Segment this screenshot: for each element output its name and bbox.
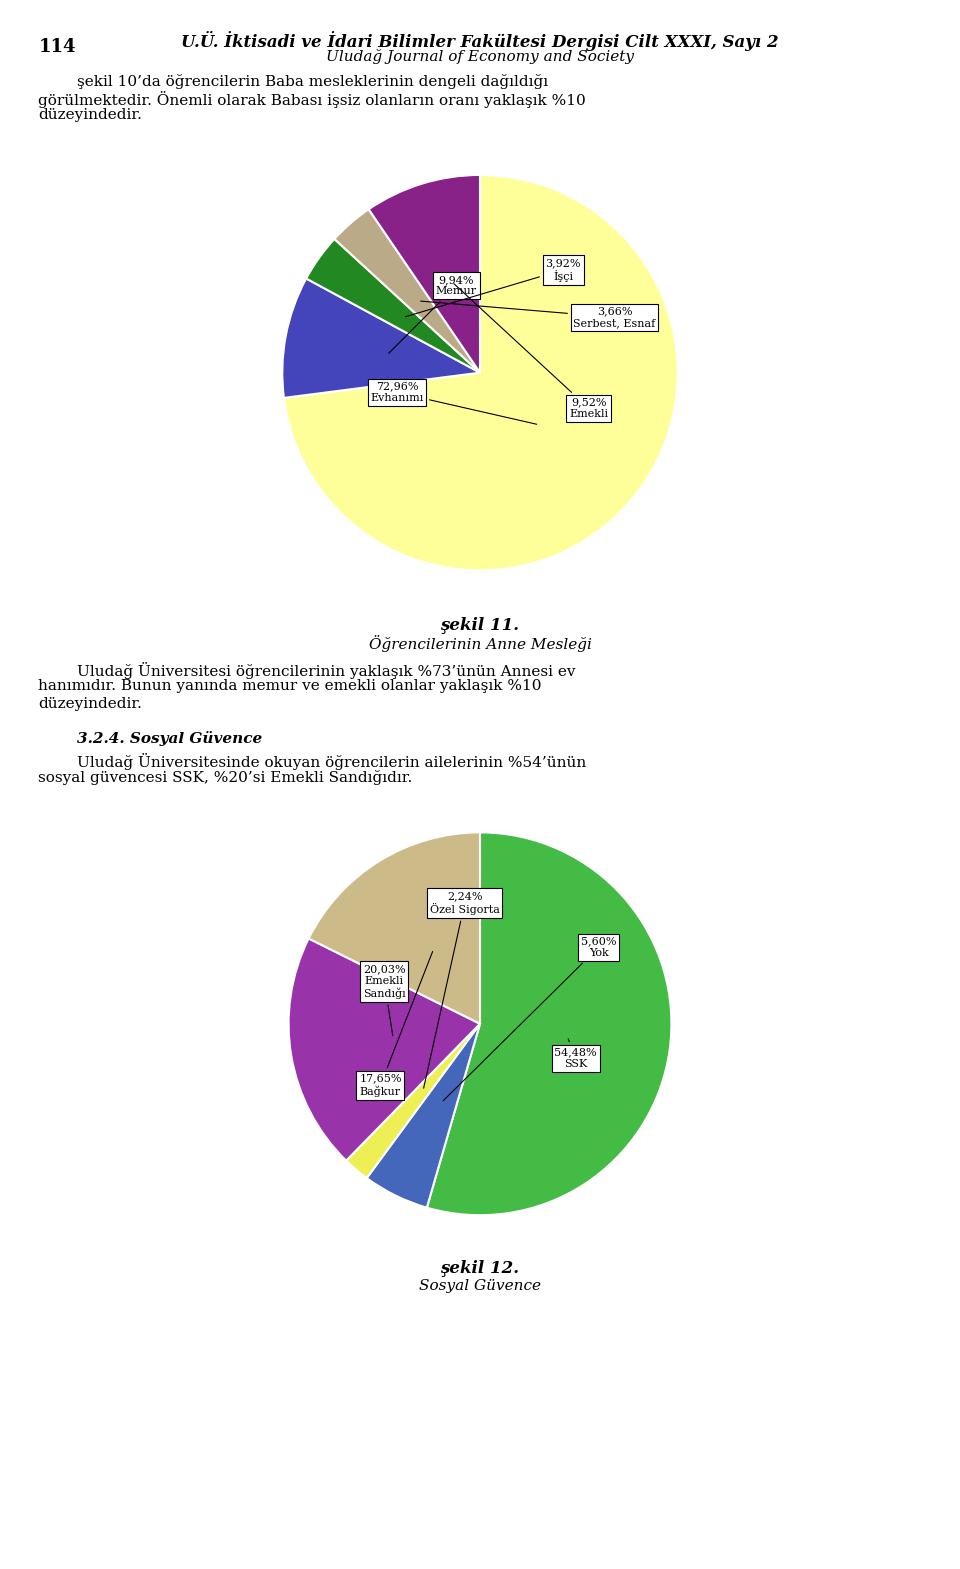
Wedge shape [308, 832, 480, 1025]
Text: 9,52%
Emekli: 9,52% Emekli [454, 284, 609, 419]
Text: düzeyindedir.: düzeyindedir. [38, 108, 142, 122]
Text: 54,48%
SSK: 54,48% SSK [554, 1039, 597, 1068]
Wedge shape [284, 176, 678, 570]
Wedge shape [334, 209, 480, 373]
Text: U.Ü. İktisadi ve İdari Bilimler Fakültesi Dergisi Cilt XXXI, Sayı 2: U.Ü. İktisadi ve İdari Bilimler Fakültes… [181, 31, 779, 52]
Text: hanımıdır. Bunun yanında memur ve emekli olanlar yaklaşık %10: hanımıdır. Bunun yanında memur ve emekli… [38, 679, 541, 693]
Text: 3.2.4. Sosyal Güvence: 3.2.4. Sosyal Güvence [77, 731, 262, 747]
Text: Öğrencilerinin Anne Mesleği: Öğrencilerinin Anne Mesleği [369, 635, 591, 653]
Text: 3,66%
Serbest, Esnaf: 3,66% Serbest, Esnaf [420, 301, 656, 328]
Text: 2,24%
Özel Sigorta: 2,24% Özel Sigorta [423, 891, 499, 1089]
Text: şekil 12.: şekil 12. [441, 1260, 519, 1277]
Text: Uludağ Üniversitesi öğrencilerinin yaklaşık %73’ünün Annesi ev: Uludağ Üniversitesi öğrencilerinin yakla… [77, 662, 575, 679]
Text: şekil 10’da öğrencilerin Baba mesleklerinin dengeli dağıldığı: şekil 10’da öğrencilerin Baba meslekleri… [77, 74, 548, 89]
Text: Uludağ Üniversitesinde okuyan öğrencilerin ailelerinin %54’ünün: Uludağ Üniversitesinde okuyan öğrenciler… [77, 753, 586, 770]
Text: 5,60%
Yok: 5,60% Yok [444, 937, 616, 1101]
Wedge shape [282, 278, 480, 399]
Text: şekil 11.: şekil 11. [441, 617, 519, 634]
Text: düzeyindedir.: düzeyindedir. [38, 697, 142, 711]
Text: sosyal güvencesi SSK, %20’si Emekli Sandığıdır.: sosyal güvencesi SSK, %20’si Emekli Sand… [38, 770, 413, 786]
Text: 20,03%
Emekli
Sandığı: 20,03% Emekli Sandığı [363, 965, 406, 1036]
Text: 9,94%
Memur: 9,94% Memur [389, 275, 477, 353]
Text: görülmektedir. Önemli olarak Babası işsiz olanların oranı yaklaşık %10: görülmektedir. Önemli olarak Babası işsi… [38, 91, 587, 108]
Text: 72,96%
Evhanımı: 72,96% Evhanımı [371, 381, 537, 424]
Text: 17,65%
Bağkur: 17,65% Bağkur [359, 951, 433, 1097]
Wedge shape [427, 832, 671, 1214]
Text: Sosyal Güvence: Sosyal Güvence [419, 1279, 541, 1293]
Wedge shape [306, 238, 480, 373]
Wedge shape [367, 1025, 480, 1208]
Wedge shape [289, 938, 480, 1161]
Text: 114: 114 [38, 38, 76, 55]
Wedge shape [369, 176, 480, 373]
Text: Uludağ Journal of Economy and Society: Uludağ Journal of Economy and Society [326, 49, 634, 64]
Text: 3,92%
İşçi: 3,92% İşçi [405, 257, 581, 317]
Wedge shape [347, 1025, 480, 1178]
